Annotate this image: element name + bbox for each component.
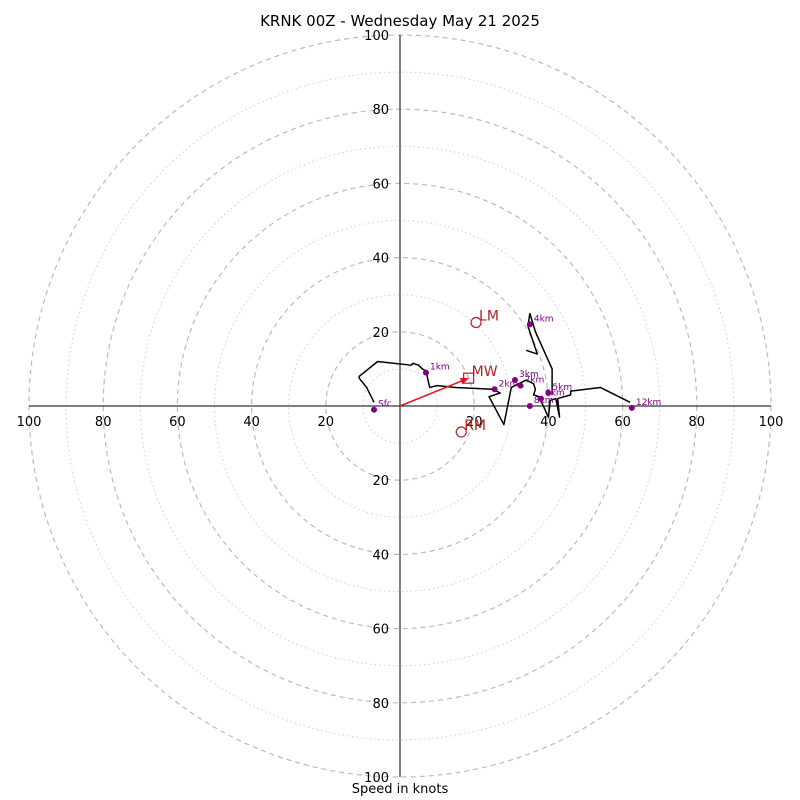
y-tick-label: 60 [372, 177, 389, 192]
x-tick-label: 80 [95, 415, 112, 430]
level-label: 2km [499, 379, 519, 389]
x-tick-label: 20 [466, 415, 483, 430]
x-tick-label: 60 [614, 415, 631, 430]
y-tick-label: 100 [364, 29, 389, 44]
x-axis-label: Speed in knots [351, 782, 449, 797]
level-marker [526, 321, 533, 328]
hodograph-line [358, 360, 631, 426]
x-tick-label: 20 [318, 415, 335, 430]
storm-motion-marker [470, 316, 482, 329]
y-tick-label: 40 [372, 252, 389, 267]
level-marker [517, 382, 524, 389]
level-label: 1km [430, 363, 450, 373]
level-label: 4km [534, 314, 554, 324]
storm-motion-label: MW [472, 364, 498, 380]
storm-motion-marker [455, 426, 467, 438]
level-marker [491, 386, 498, 393]
level-label: 3km [519, 370, 539, 380]
y-tick-label: 20 [372, 474, 389, 489]
storm-motion-label: LM [479, 309, 499, 325]
y-tick-label: 40 [372, 548, 389, 563]
x-tick-label: 60 [169, 415, 186, 430]
level-marker [422, 369, 429, 376]
x-tick-label: 40 [540, 415, 557, 430]
x-tick-label: 100 [759, 415, 784, 430]
y-tick-label: 20 [372, 326, 389, 341]
level-marker [537, 395, 544, 402]
shear-vector-arrowhead [459, 377, 469, 385]
level-marker [628, 404, 635, 411]
level-label: 7km [525, 376, 545, 386]
hodograph-line [529, 313, 553, 395]
level-label: 8km [534, 396, 554, 406]
y-tick-label: 80 [372, 103, 389, 118]
hodograph-line [525, 313, 539, 355]
level-marker [545, 390, 552, 397]
level-marker [526, 403, 533, 409]
level-marker [512, 377, 519, 384]
shear-vector-line [399, 377, 469, 407]
level-marker [371, 406, 378, 413]
level-label: 6km [545, 389, 565, 399]
storm-motion-label: RM [464, 418, 486, 434]
level-label: Sfc [378, 400, 392, 410]
x-tick-label: 100 [17, 415, 42, 430]
y-tick-label: 60 [372, 623, 389, 638]
level-label: 12km [636, 398, 661, 408]
y-tick-label: 100 [364, 771, 389, 786]
chart-title: KRNK 00Z - Wednesday May 21 2025 [260, 12, 540, 30]
level-label: 5km [552, 383, 572, 393]
y-tick-label: 80 [372, 697, 389, 712]
x-tick-label: 80 [689, 415, 706, 430]
storm-motion-marker [463, 372, 475, 384]
x-tick-label: 40 [243, 415, 260, 430]
